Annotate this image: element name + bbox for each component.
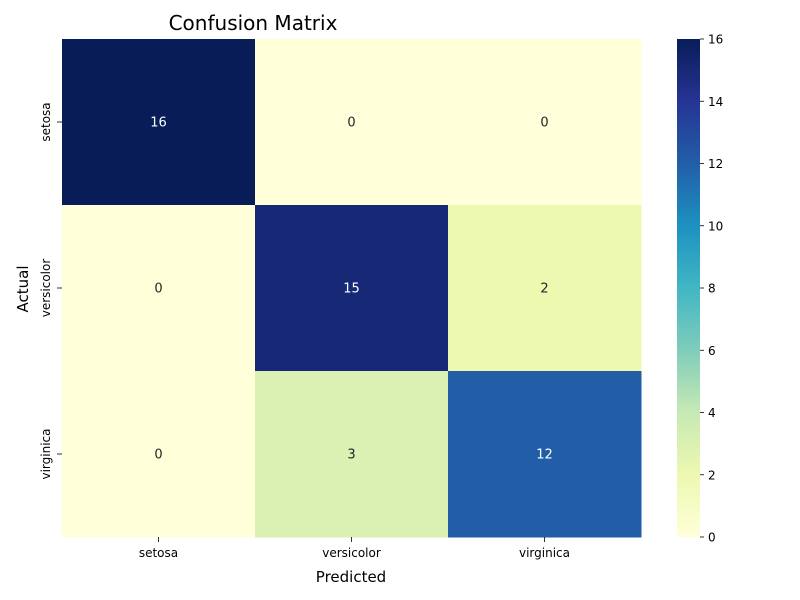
cell-value-label: 16	[150, 116, 167, 131]
y-tick-label: versicolor	[39, 259, 53, 318]
heatmap-cell	[255, 39, 449, 206]
x-axis-ticks: setosa versicolor virginica	[139, 537, 570, 560]
cell-value-label: 0	[154, 448, 162, 463]
colorbar-tick-label: 16	[708, 33, 723, 47]
colorbar-tick-label: 4	[708, 406, 716, 420]
cell-value-label: 15	[343, 282, 360, 297]
x-tick-label: setosa	[139, 546, 178, 560]
heatmap-cell	[255, 371, 449, 538]
y-tick-label: setosa	[39, 102, 53, 141]
cell-value-label: 12	[536, 448, 553, 463]
heatmap-cell	[255, 205, 449, 372]
x-tick-label: versicolor	[322, 546, 381, 560]
y-axis-label: Actual	[14, 266, 32, 313]
heatmap-cell	[448, 205, 642, 372]
cell-value-label: 0	[347, 116, 355, 131]
chart-title: Confusion Matrix	[169, 11, 338, 35]
colorbar-tick-label: 2	[708, 468, 716, 482]
cell-value-label: 2	[540, 282, 548, 297]
cell-value-label: 3	[347, 448, 355, 463]
heatmap-cell	[62, 205, 256, 372]
heatmap-cell	[448, 371, 642, 538]
heatmap-cell	[62, 39, 256, 206]
colorbar	[677, 39, 700, 537]
cell-value-labels: 16 0 0 0 15 2 0 3 12	[150, 116, 553, 463]
colorbar-ticks: 0 2 4 6 8 10 12 14 16	[700, 33, 723, 545]
colorbar-tick-label: 14	[708, 95, 723, 109]
cell-value-label: 0	[154, 282, 162, 297]
x-axis-label: Predicted	[316, 568, 386, 586]
colorbar-tick-label: 8	[708, 282, 716, 296]
y-axis-ticks: setosa versicolor virginica	[39, 102, 62, 480]
colorbar-tick-label: 12	[708, 157, 723, 171]
cell-value-label: 0	[540, 116, 548, 131]
colorbar-tick-label: 10	[708, 219, 723, 233]
heatmap-cells	[62, 39, 642, 538]
y-tick-label: virginica	[39, 429, 53, 480]
x-tick-label: virginica	[519, 546, 570, 560]
colorbar-tick-label: 6	[708, 344, 716, 358]
heatmap-cell	[448, 39, 642, 206]
heatmap-cell	[62, 371, 256, 538]
colorbar-tick-label: 0	[708, 531, 716, 545]
